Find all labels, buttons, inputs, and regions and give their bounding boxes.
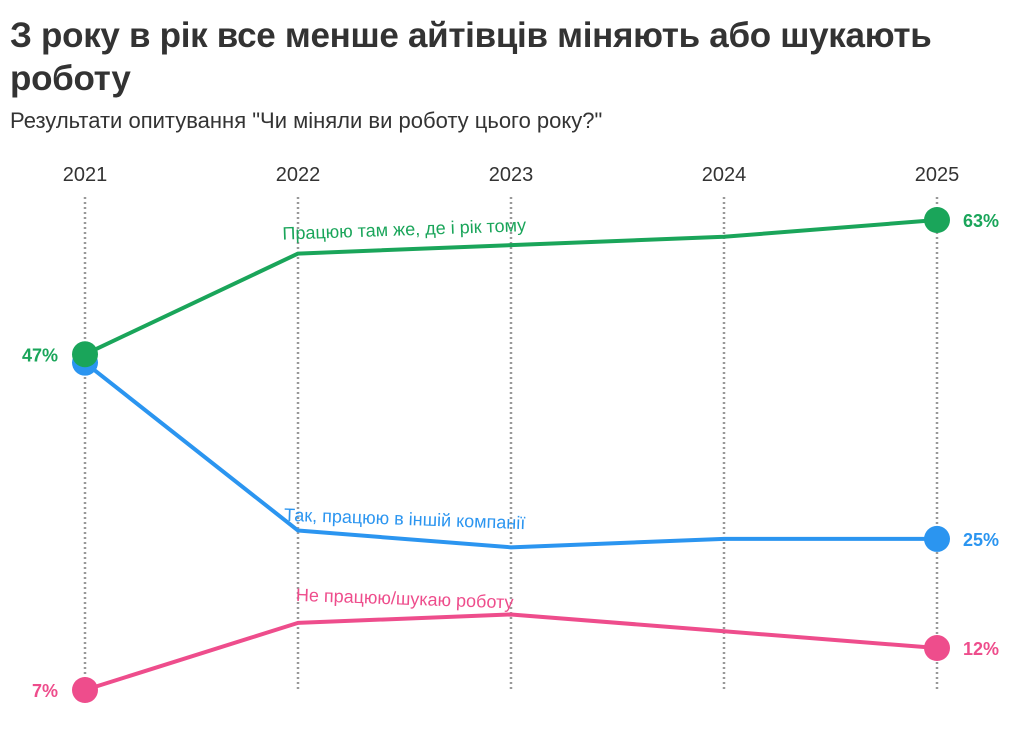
data-point — [924, 207, 950, 233]
chart-title: З року в рік все менше айтівців міняють … — [10, 16, 932, 98]
series-name-label: Працюю там же, де і рік тому — [282, 215, 526, 243]
series-name-label: Не працюю/шукаю роботу — [296, 585, 514, 613]
data-label: 12% — [963, 639, 999, 659]
series-line — [83, 361, 937, 550]
x-tick-label: 2025 — [915, 164, 960, 186]
data-label: 63% — [963, 211, 999, 231]
data-label: 47% — [22, 345, 58, 365]
chart-subtitle: Результати опитування "Чи міняли ви робо… — [10, 108, 603, 133]
data-point — [924, 635, 950, 662]
series-line — [84, 218, 938, 357]
data-label: 7% — [32, 681, 58, 701]
series-line — [84, 612, 938, 692]
series-name-label: Так, працюю в іншій компанії — [284, 505, 526, 533]
x-tick-label: 2022 — [276, 164, 321, 186]
x-tick-label: 2024 — [702, 164, 747, 186]
data-point — [72, 677, 98, 703]
data-point — [924, 525, 950, 552]
data-point — [72, 341, 98, 368]
x-tick-label: 2021 — [63, 164, 108, 186]
x-tick-label: 2023 — [489, 164, 534, 186]
data-label: 25% — [963, 530, 999, 550]
